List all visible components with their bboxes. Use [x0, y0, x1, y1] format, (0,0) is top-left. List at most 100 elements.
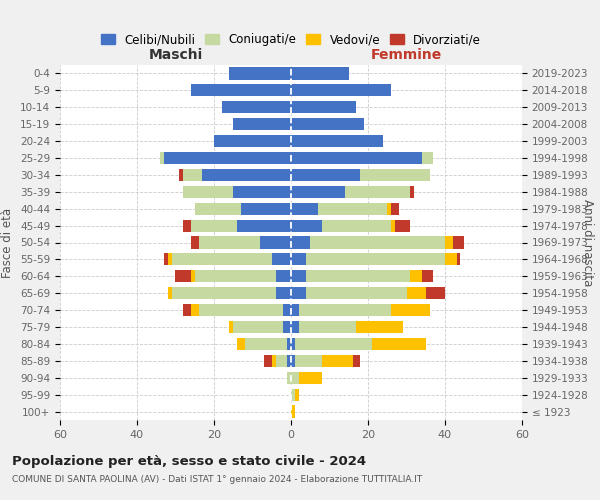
Bar — [202, 169, 291, 181]
Bar — [310, 236, 445, 248]
Bar — [299, 321, 356, 333]
Y-axis label: Fasce di età: Fasce di età — [1, 208, 14, 278]
Bar — [237, 220, 291, 232]
Bar — [291, 135, 383, 147]
Bar — [233, 321, 283, 333]
Bar — [395, 220, 410, 232]
Bar — [360, 169, 430, 181]
Bar — [410, 186, 414, 198]
Bar — [183, 169, 202, 181]
Bar — [287, 338, 291, 350]
Bar — [287, 372, 291, 384]
Bar — [299, 304, 391, 316]
Bar — [283, 321, 291, 333]
Bar — [291, 236, 310, 248]
Bar — [287, 354, 291, 367]
Text: Femmine: Femmine — [371, 48, 442, 62]
Bar — [191, 236, 199, 248]
Text: Popolazione per età, sesso e stato civile - 2024: Popolazione per età, sesso e stato civil… — [12, 455, 366, 468]
Bar — [291, 321, 299, 333]
Bar — [245, 338, 287, 350]
Bar — [345, 186, 410, 198]
Bar — [299, 372, 322, 384]
Legend: Celibi/Nubili, Coniugati/e, Vedovi/e, Divorziati/e: Celibi/Nubili, Coniugati/e, Vedovi/e, Di… — [96, 28, 486, 50]
Bar — [291, 220, 322, 232]
Text: COMUNE DI SANTA PAOLINA (AV) - Dati ISTAT 1° gennaio 2024 - Elaborazione TUTTITA: COMUNE DI SANTA PAOLINA (AV) - Dati ISTA… — [12, 475, 422, 484]
Bar — [191, 270, 195, 282]
Bar — [233, 118, 291, 130]
Bar — [422, 152, 433, 164]
Bar — [307, 254, 445, 266]
Bar — [391, 304, 430, 316]
Bar — [322, 220, 391, 232]
Bar — [172, 287, 275, 300]
Bar — [260, 236, 291, 248]
Bar — [191, 84, 291, 96]
Bar — [291, 202, 318, 215]
Bar — [222, 101, 291, 114]
Bar — [291, 186, 345, 198]
Bar — [372, 338, 426, 350]
Bar — [291, 101, 356, 114]
Bar — [307, 270, 410, 282]
Bar — [183, 220, 191, 232]
Bar — [175, 270, 191, 282]
Bar — [291, 304, 299, 316]
Bar — [291, 84, 391, 96]
Bar — [168, 254, 172, 266]
Bar — [275, 354, 287, 367]
Bar — [275, 287, 291, 300]
Bar — [422, 270, 433, 282]
Bar — [307, 287, 407, 300]
Bar — [353, 354, 360, 367]
Bar — [272, 354, 275, 367]
Bar — [391, 202, 399, 215]
Bar — [295, 388, 299, 400]
Bar — [214, 135, 291, 147]
Bar — [229, 321, 233, 333]
Bar — [199, 236, 260, 248]
Bar — [291, 68, 349, 80]
Bar — [229, 68, 291, 80]
Bar — [164, 254, 168, 266]
Bar — [275, 270, 291, 282]
Bar — [457, 254, 460, 266]
Bar — [233, 186, 291, 198]
Bar — [237, 338, 245, 350]
Bar — [387, 202, 391, 215]
Bar — [426, 287, 445, 300]
Bar — [291, 118, 364, 130]
Bar — [295, 354, 322, 367]
Bar — [410, 270, 422, 282]
Bar — [164, 152, 291, 164]
Bar — [183, 186, 233, 198]
Y-axis label: Anni di nascita: Anni di nascita — [581, 199, 594, 286]
Bar — [199, 304, 283, 316]
Bar — [191, 220, 237, 232]
Bar — [179, 169, 183, 181]
Bar — [272, 254, 291, 266]
Bar — [291, 254, 307, 266]
Text: Maschi: Maschi — [148, 48, 203, 62]
Bar — [295, 338, 372, 350]
Bar — [172, 254, 272, 266]
Bar — [191, 304, 199, 316]
Bar — [322, 354, 353, 367]
Bar — [195, 270, 275, 282]
Bar — [291, 372, 299, 384]
Bar — [241, 202, 291, 215]
Bar — [264, 354, 272, 367]
Bar — [453, 236, 464, 248]
Bar — [283, 304, 291, 316]
Bar — [391, 220, 395, 232]
Bar — [291, 287, 307, 300]
Bar — [291, 169, 360, 181]
Bar — [195, 202, 241, 215]
Bar — [318, 202, 387, 215]
Bar — [291, 354, 295, 367]
Bar — [445, 236, 453, 248]
Bar — [291, 406, 295, 417]
Bar — [183, 304, 191, 316]
Bar — [168, 287, 172, 300]
Bar — [356, 321, 403, 333]
